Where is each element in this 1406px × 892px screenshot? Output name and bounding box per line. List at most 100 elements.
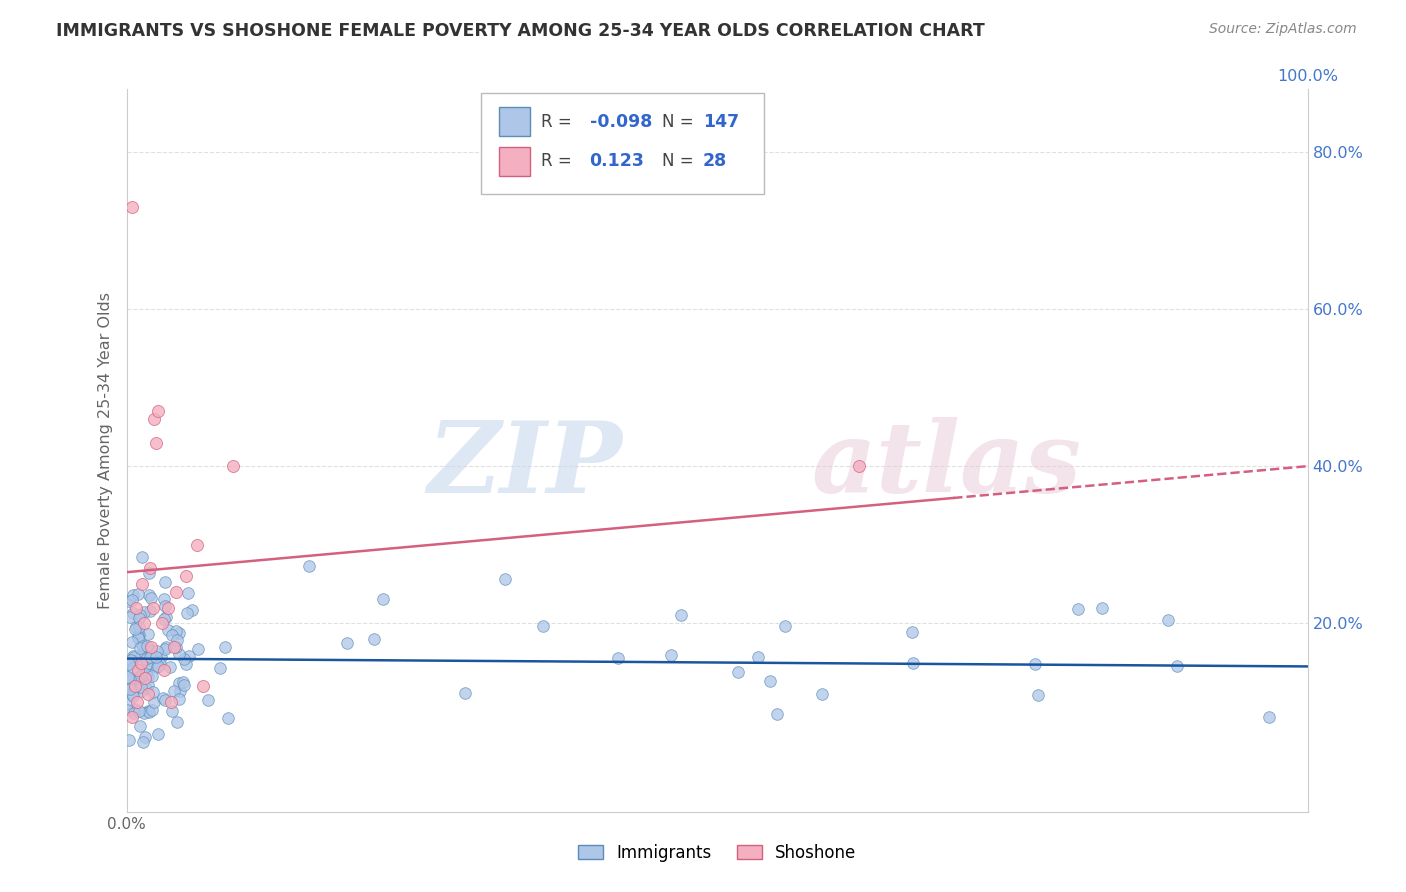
Text: IMMIGRANTS VS SHOSHONE FEMALE POVERTY AMONG 25-34 YEAR OLDS CORRELATION CHART: IMMIGRANTS VS SHOSHONE FEMALE POVERTY AM… bbox=[56, 22, 986, 40]
Point bbox=[118, 732, 141, 747]
Point bbox=[155, 640, 177, 654]
Point bbox=[1091, 601, 1114, 615]
Point bbox=[157, 623, 180, 637]
Point bbox=[160, 628, 183, 642]
Point bbox=[298, 558, 321, 573]
Point bbox=[901, 656, 924, 670]
Point bbox=[131, 550, 153, 565]
Point bbox=[148, 404, 170, 418]
Point bbox=[143, 696, 166, 710]
Point bbox=[155, 610, 177, 624]
Point bbox=[125, 600, 148, 615]
Point bbox=[129, 669, 152, 683]
Point bbox=[152, 612, 174, 626]
Text: Source: ZipAtlas.com: Source: ZipAtlas.com bbox=[1209, 22, 1357, 37]
Point bbox=[135, 652, 157, 666]
Point bbox=[129, 640, 152, 655]
Point bbox=[165, 640, 187, 655]
Point bbox=[1258, 709, 1281, 723]
Point bbox=[118, 672, 141, 686]
Point bbox=[121, 200, 143, 214]
Point bbox=[153, 664, 176, 678]
Point bbox=[139, 643, 162, 657]
Point bbox=[121, 634, 143, 648]
Point bbox=[146, 659, 169, 673]
Text: -0.098: -0.098 bbox=[589, 112, 652, 131]
Point bbox=[132, 672, 155, 686]
Text: R =: R = bbox=[541, 153, 572, 170]
Point bbox=[125, 619, 148, 633]
Point bbox=[136, 657, 159, 671]
Point bbox=[166, 714, 188, 729]
Point bbox=[122, 689, 145, 703]
Point bbox=[122, 683, 145, 698]
Point bbox=[149, 649, 172, 664]
Point bbox=[759, 674, 782, 689]
Point bbox=[122, 588, 145, 602]
Text: atlas: atlas bbox=[811, 417, 1081, 513]
Point bbox=[765, 706, 787, 721]
Point bbox=[135, 666, 157, 681]
Point bbox=[453, 686, 475, 700]
Point bbox=[122, 607, 145, 621]
Point bbox=[120, 610, 142, 624]
Point bbox=[117, 703, 139, 717]
Point bbox=[120, 681, 142, 696]
Point bbox=[160, 704, 183, 718]
Point bbox=[120, 653, 142, 667]
Text: ZIP: ZIP bbox=[427, 417, 623, 513]
Text: N =: N = bbox=[662, 153, 693, 170]
Point bbox=[1166, 659, 1188, 673]
Point bbox=[118, 674, 141, 689]
Point bbox=[848, 459, 870, 474]
Point bbox=[129, 719, 152, 733]
Point bbox=[128, 611, 150, 625]
Point bbox=[145, 660, 167, 674]
Legend: Immigrants, Shoshone: Immigrants, Shoshone bbox=[571, 837, 863, 869]
Text: 147: 147 bbox=[703, 112, 740, 131]
FancyBboxPatch shape bbox=[499, 107, 530, 136]
Point bbox=[149, 657, 172, 672]
Point bbox=[217, 710, 239, 724]
Point bbox=[127, 664, 149, 678]
Point bbox=[121, 654, 143, 668]
Point bbox=[131, 647, 153, 661]
Point bbox=[135, 640, 157, 654]
Point bbox=[136, 687, 159, 701]
Point bbox=[132, 639, 155, 653]
Point bbox=[125, 677, 148, 691]
Point bbox=[167, 647, 190, 661]
Point bbox=[131, 577, 153, 591]
Point bbox=[371, 591, 394, 606]
Point bbox=[169, 683, 191, 698]
Point bbox=[117, 670, 139, 684]
Point bbox=[121, 592, 143, 607]
Point bbox=[129, 684, 152, 698]
Point bbox=[160, 695, 183, 709]
Point bbox=[136, 704, 159, 718]
Point bbox=[122, 650, 145, 665]
Point bbox=[214, 640, 236, 655]
Point bbox=[134, 731, 156, 745]
Text: N =: N = bbox=[662, 112, 693, 131]
Point bbox=[139, 649, 162, 664]
Point bbox=[138, 705, 160, 719]
Point bbox=[141, 703, 163, 717]
Point bbox=[121, 687, 143, 701]
Point bbox=[222, 459, 245, 474]
Point bbox=[165, 624, 187, 639]
Point bbox=[132, 606, 155, 620]
Point bbox=[117, 696, 139, 710]
Point bbox=[129, 648, 152, 663]
Point bbox=[138, 588, 160, 602]
Point bbox=[172, 674, 194, 689]
Point bbox=[120, 673, 142, 687]
Point bbox=[124, 679, 146, 693]
Point bbox=[145, 435, 167, 450]
Point bbox=[142, 412, 165, 426]
Point bbox=[136, 669, 159, 683]
Point bbox=[336, 636, 359, 650]
Point bbox=[131, 648, 153, 663]
Point bbox=[173, 652, 195, 666]
Point bbox=[179, 649, 201, 664]
